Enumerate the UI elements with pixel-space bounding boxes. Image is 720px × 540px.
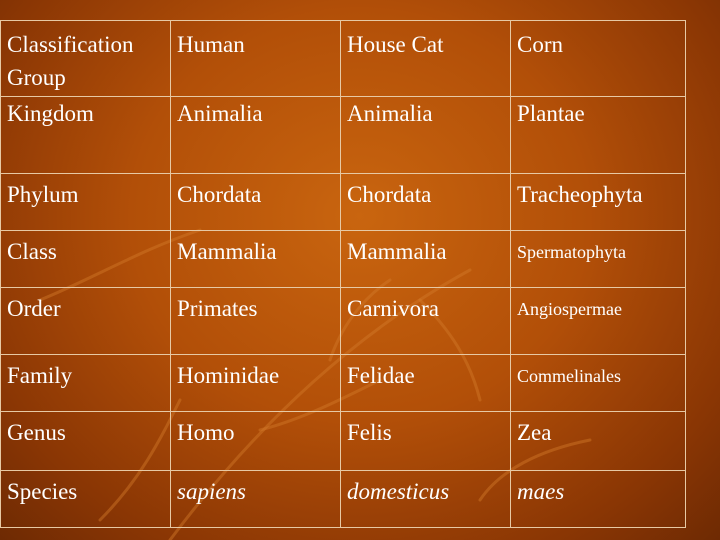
table-cell: Primates [170,287,341,355]
table-cell: Mammalia [340,230,511,288]
header-cell-house-cat: House Cat [340,20,511,97]
row-label: Class [0,230,171,288]
header-cell-corn: Corn [510,20,686,97]
header-cell-human: Human [170,20,341,97]
table-row-genus: Genus Homo Felis Zea [0,411,686,471]
classification-table: Classification Group Human House Cat Cor… [0,20,686,528]
table-cell: Angiospermae [510,287,686,355]
table-cell: Mammalia [170,230,341,288]
table-cell: maes [510,470,686,528]
table-cell: Tracheophyta [510,173,686,231]
classification-table-container: Classification Group Human House Cat Cor… [0,20,686,528]
table-cell: Felidae [340,354,511,412]
table-row-species: Species sapiens domesticus maes [0,470,686,528]
table-cell: Spermatophyta [510,230,686,288]
table-row-family: Family Hominidae Felidae Commelinales [0,354,686,412]
table-row-phylum: Phylum Chordata Chordata Tracheophyta [0,173,686,231]
table-row-order: Order Primates Carnivora Angiospermae [0,287,686,355]
table-cell: Carnivora [340,287,511,355]
row-label: Phylum [0,173,171,231]
table-row-class: Class Mammalia Mammalia Spermatophyta [0,230,686,288]
table-cell: domesticus [340,470,511,528]
table-cell: Felis [340,411,511,471]
table-cell: Commelinales [510,354,686,412]
table-cell: Homo [170,411,341,471]
table-cell: Zea [510,411,686,471]
table-row-kingdom: Kingdom Animalia Animalia Plantae [0,96,686,174]
table-cell: Plantae [510,96,686,174]
row-label: Family [0,354,171,412]
table-cell: sapiens [170,470,341,528]
row-label: Species [0,470,171,528]
table-cell: Hominidae [170,354,341,412]
table-cell: Chordata [170,173,341,231]
table-cell: Animalia [340,96,511,174]
row-label: Order [0,287,171,355]
header-cell-classification-group: Classification Group [0,20,171,97]
table-cell: Chordata [340,173,511,231]
table-cell: Animalia [170,96,341,174]
table-header-row: Classification Group Human House Cat Cor… [0,20,686,97]
row-label: Genus [0,411,171,471]
row-label: Kingdom [0,96,171,174]
